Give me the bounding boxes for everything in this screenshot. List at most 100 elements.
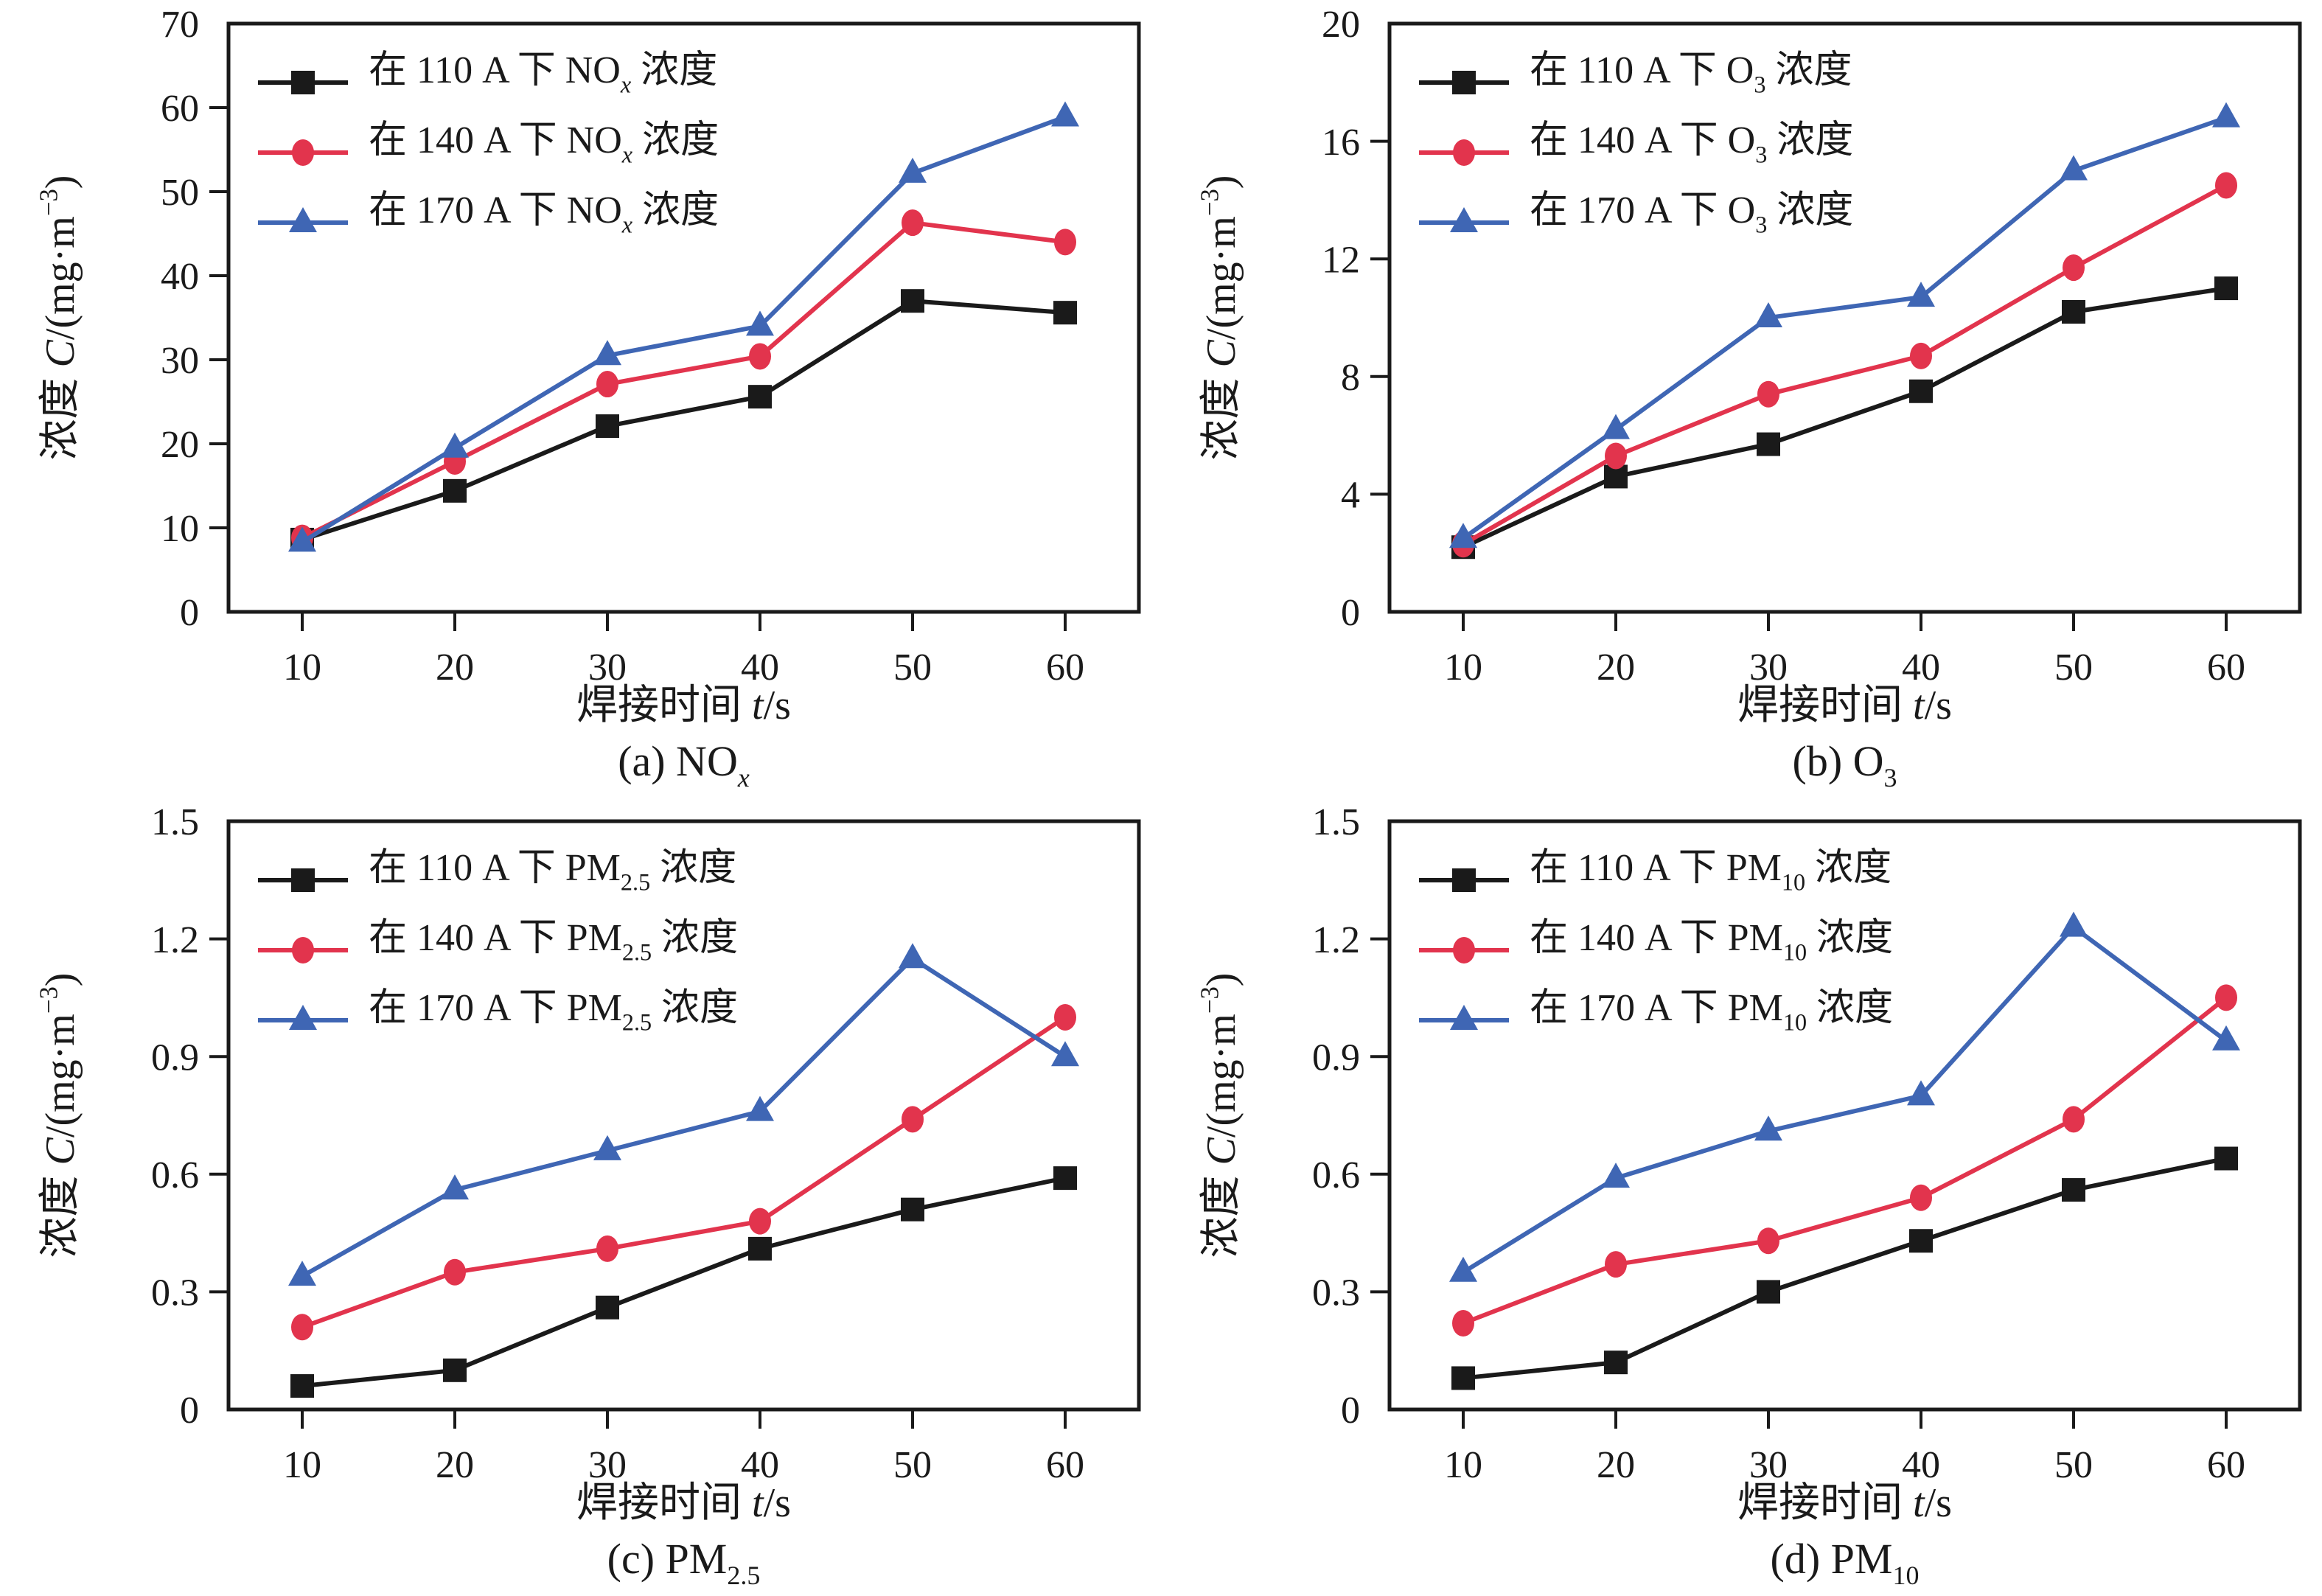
triangle-marker [288,526,316,552]
triangle-marker [746,310,774,336]
x-tick-label: 20 [1597,1444,1635,1486]
x-tick-label: 40 [1902,647,1940,689]
y-tick-label: 50 [161,172,199,214]
y-tick-label: 0.9 [1312,1036,1360,1078]
triangle-marker [899,943,927,969]
square-marker [596,1295,619,1320]
triangle-marker [1051,101,1079,127]
triangle-marker [1449,523,1477,548]
triangle-marker [289,207,317,232]
chart-panel-a: 0 10 20 30 40 50 60 70 10 20 30 40 50 60 焊接时间 t/s 浓度 C/… [0,0,1161,798]
square-marker [1604,1351,1628,1375]
triangle-marker [441,1174,469,1200]
triangle-marker [2060,911,2088,937]
series-line [1462,115,2227,540]
triangle-marker [746,1095,774,1121]
chart-b-o3: 0 4 8 12 16 20 10 20 30 40 50 60 焊接时间 t/s 浓度 C/(mg·m−… [1196,4,2302,792]
series-line [301,114,1067,544]
series-circle [1452,172,2237,558]
legend-label: 在 170 A 下 PM2.5 浓度 [369,987,738,1036]
circle-marker [1605,442,1627,470]
triangle-marker [1907,282,1935,307]
square-marker [748,385,772,409]
y-tick-label: 1.5 [1312,801,1360,843]
x-tick-label: 50 [2054,647,2093,689]
circle-marker [2215,984,2237,1011]
x-axis-label: 焊接时间 t/s [576,683,791,728]
x-tick-label: 30 [1749,647,1788,689]
circle-marker [291,1314,313,1341]
chart-d-pm10: 0 0.3 0.6 0.9 1.2 1.5 10 20 30 40 50 60 焊接时间 t/s 浓度 C… [1196,801,2302,1590]
square-marker [901,1197,924,1222]
y-tick-label: 8 [1341,357,1360,399]
series-line [1462,996,2228,1325]
circle-marker [2063,1106,2085,1133]
chart-caption: (b) O3 [1793,737,1897,792]
triangle-marker [1754,302,1782,327]
series-line [301,1176,1066,1389]
y-tick-label: 70 [161,4,199,46]
chart-caption: (d) PM10 [1771,1535,1920,1590]
circle-marker [596,371,618,398]
x-axis: 10 20 30 40 50 60 [1444,612,2245,689]
series-triangle [1449,911,2240,1282]
y-axis: 0 0.3 0.6 0.9 1.2 1.5 [151,801,229,1432]
y-axis: 0 0.3 0.6 0.9 1.2 1.5 [1312,801,1390,1432]
y-tick-label: 0.3 [151,1272,199,1314]
x-tick-label: 40 [1902,1444,1940,1486]
square-marker [1053,301,1077,325]
circle-marker [2215,172,2237,199]
square-marker [1909,379,1933,403]
chart-panel-d: 0 0.3 0.6 0.9 1.2 1.5 10 20 30 40 50 60 焊接时间 t/s 浓度 C… [1161,798,2322,1595]
square-marker [901,289,924,313]
x-tick-label: 10 [283,1444,321,1486]
x-axis-label: 焊接时间 t/s [1737,1480,1952,1526]
x-tick-label: 30 [588,647,627,689]
square-marker [596,414,619,439]
y-tick-label: 10 [161,508,199,550]
circle-marker [1757,380,1779,408]
x-tick-label: 50 [893,647,932,689]
y-axis-label: 浓度 C/(mg·m−3) [1196,175,1244,461]
x-tick-label: 30 [588,1444,627,1486]
triangle-marker [2212,102,2240,128]
series-line [301,299,1066,542]
legend: 在 110 A 下 O3 浓度在 140 A 下 O3 浓度在 170 A 下 … [1419,49,1853,238]
circle-marker [2063,254,2085,282]
y-axis: 0 4 8 12 16 20 [1322,4,1390,634]
x-tick-label: 50 [893,1444,932,1486]
chart-c-pm25: 0 0.3 0.6 0.9 1.2 1.5 10 20 30 40 50 60 焊接时间 t/s 浓度 C… [35,801,1141,1590]
plot-frame [1387,819,2302,1412]
x-tick-label: 20 [436,1444,474,1486]
y-axis: 0 10 20 30 40 50 60 70 [161,4,229,634]
circle-marker [292,139,314,166]
legend: 在 110 A 下 PM10 浓度在 140 A 下 PM10 浓度在 170 … [1419,847,1893,1036]
triangle-marker [2212,1025,2240,1050]
circle-marker [596,1235,618,1262]
circle-marker [1453,937,1475,963]
series-triangle [288,101,1079,552]
x-tick-label: 30 [1749,1444,1788,1486]
y-axis-label: 浓度 C/(mg·m−3) [35,973,83,1258]
plot-frame [226,819,1141,1412]
y-tick-label: 0.6 [151,1154,199,1196]
y-tick-label: 0 [180,592,199,634]
y-tick-label: 0 [1341,592,1360,634]
circle-marker [292,937,314,963]
chart-panel-c: 0 0.3 0.6 0.9 1.2 1.5 10 20 30 40 50 60 焊接时间 t/s 浓度 C… [0,798,1161,1595]
chart-panel-b: 0 4 8 12 16 20 10 20 30 40 50 60 焊接时间 t/s 浓度 C/(mg·m−… [1161,0,2322,798]
square-marker [443,478,467,503]
y-axis-label: 浓度 C/(mg·m−3) [1196,973,1244,1258]
y-tick-label: 1.5 [151,801,199,843]
circle-marker [749,1208,771,1235]
y-tick-label: 12 [1322,239,1360,281]
square-marker [2214,276,2238,301]
chart-a-nox: 0 10 20 30 40 50 60 70 10 20 30 40 50 60 焊接时间 t/s 浓度 C/… [35,4,1141,792]
square-marker [1452,71,1476,94]
triangle-marker [1602,1163,1630,1188]
y-tick-label: 0 [180,1390,199,1432]
y-tick-label: 60 [161,88,199,130]
square-marker [748,1236,772,1261]
x-tick-label: 60 [1046,1444,1084,1486]
triangle-marker [1907,1080,1935,1106]
